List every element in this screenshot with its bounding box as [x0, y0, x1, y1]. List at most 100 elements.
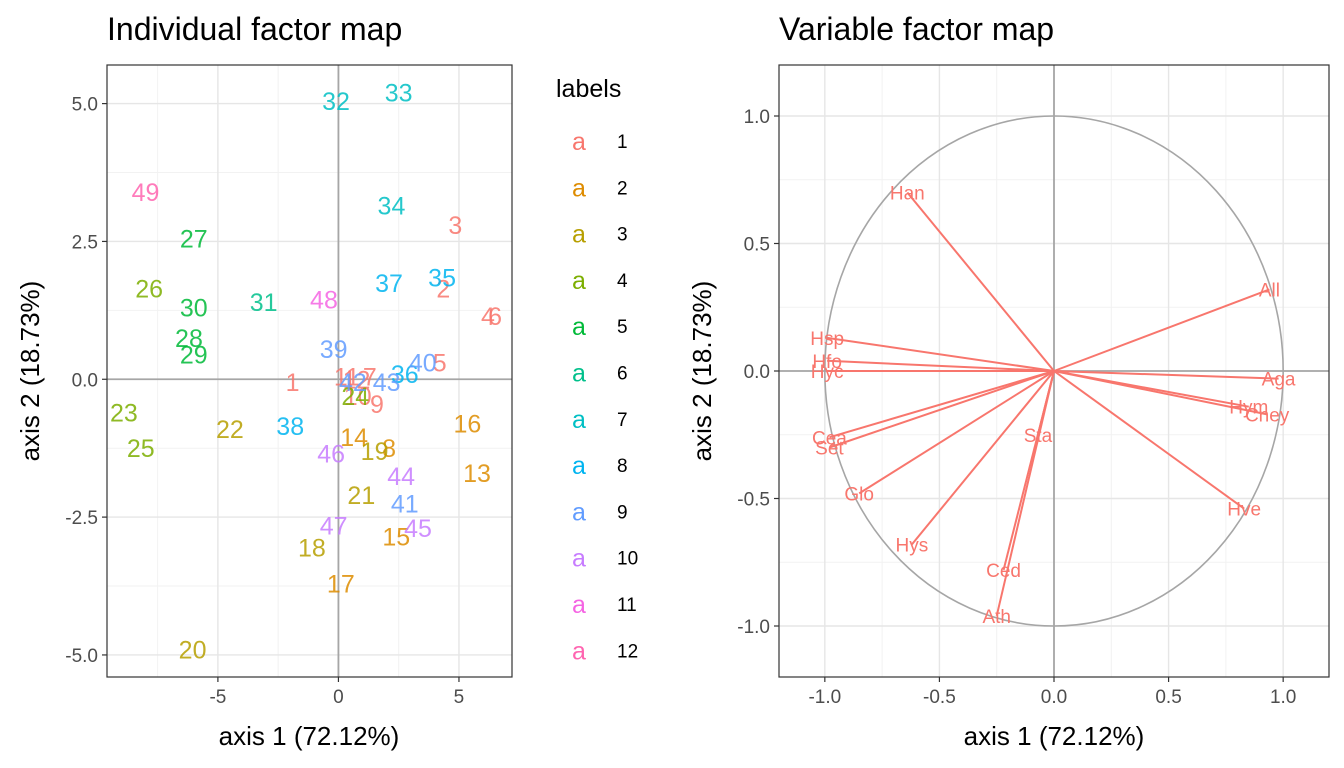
variable-label: Hyc	[811, 362, 844, 383]
individual-map-panel-border	[106, 64, 513, 678]
individual-point-label: 42	[339, 369, 367, 397]
variable-map-x-tick-label: 1.0	[1270, 687, 1296, 708]
individual-point-label: 27	[180, 226, 208, 254]
individual-point-label: 39	[320, 336, 348, 364]
variable-map-x-axis-title: axis 1 (72.12%)	[964, 721, 1145, 751]
individual-map-x-axis-title: axis 1 (72.12%)	[219, 721, 400, 751]
individual-point-label: 16	[453, 410, 481, 438]
variable-label: Cea	[812, 428, 847, 449]
individual-map-y-tick-label: -2.5	[65, 508, 98, 529]
individual-point-label: 17	[327, 570, 355, 598]
legend-entry-label: 6	[617, 364, 628, 385]
variable-label: Han	[890, 184, 925, 205]
legend-entry-label: 11	[617, 595, 637, 616]
variable-label: All	[1259, 280, 1280, 301]
legend-key-glyph: a	[572, 267, 586, 295]
variable-map-title: Variable factor map	[779, 11, 1054, 47]
legend-entry-label: 10	[617, 549, 638, 570]
variable-arrow	[1053, 288, 1270, 372]
legend-key-glyph: a	[572, 313, 586, 341]
individual-point-label: 37	[375, 270, 403, 298]
legend-key-glyph: a	[572, 637, 586, 665]
legend-entries: a 1 a 2 a 3 a 4 a 5 a 6 a 7 a 8 a 9 a 10 a 11 a 12	[572, 128, 638, 665]
variable-map-ticks: -1.0 -0.5 0.0 0.5 1.0 -1.0 -0.5 0.0 0.5 1.0	[737, 107, 1296, 708]
variable-arrow	[829, 370, 1055, 439]
variable-label: Hve	[1227, 500, 1261, 521]
variable-label: Hfo	[812, 352, 842, 373]
individual-point-label: 43	[373, 369, 401, 397]
individual-point-label: 19	[361, 438, 389, 466]
legend-key-glyph: a	[572, 360, 586, 388]
legend-key-glyph: a	[572, 174, 586, 202]
individual-map-ticks: -5 0 5 -5.0 -2.5 0.0 2.5 5.0	[65, 95, 464, 708]
individual-map-y-axis-title: axis 2 (18.73%)	[15, 281, 45, 462]
legend-entry-label: 1	[617, 132, 628, 153]
individual-point-label: 44	[387, 463, 415, 491]
individual-point-label: 21	[347, 482, 375, 510]
individual-point-label: 1	[286, 369, 300, 397]
variable-map-x-tick-label: -1.0	[808, 687, 841, 708]
individual-point-label: 8	[382, 435, 396, 463]
variable-arrow	[858, 370, 1055, 495]
individual-point-label: 2	[436, 275, 450, 303]
legend-entry-label: 5	[617, 317, 628, 338]
variable-map-x-tick-label: 0.5	[1155, 687, 1181, 708]
individual-point-label: 7	[363, 364, 377, 392]
variable-label: Glo	[844, 484, 874, 505]
legend-entry-label: 9	[617, 502, 628, 523]
variable-label: Aga	[1262, 370, 1296, 391]
individual-point-label: 14	[340, 424, 368, 452]
legend-key-glyph: a	[572, 128, 586, 156]
individual-map-gridlines	[107, 65, 512, 677]
individual-point-label: 47	[320, 512, 348, 540]
legend-key-glyph: a	[572, 545, 586, 573]
individual-point-label: 15	[382, 523, 410, 551]
individual-point-label: 38	[276, 413, 304, 441]
individual-point-label: 13	[463, 460, 491, 488]
individual-point-label: 31	[250, 289, 278, 317]
variable-map-y-tick-label: 0.0	[744, 362, 770, 383]
variable-label: Sta	[1024, 426, 1053, 447]
variable-label: Cney	[1245, 405, 1290, 426]
individual-map-y-tick-label: 5.0	[72, 95, 98, 116]
individual-point-label: 34	[378, 193, 406, 221]
individual-point-label: 9	[370, 391, 384, 419]
variable-label: Hys	[896, 535, 929, 556]
individual-point-label: 30	[180, 295, 208, 323]
legend-entry-label: 12	[617, 641, 638, 662]
individual-map-y-tick-label: 2.5	[72, 232, 98, 253]
variable-label: Hym	[1229, 398, 1268, 419]
individual-point-label: 25	[127, 435, 155, 463]
individual-map-title: Individual factor map	[107, 11, 402, 47]
individual-point-label: 48	[310, 286, 338, 314]
variable-arrow	[829, 370, 1055, 449]
variable-arrow	[906, 191, 1055, 372]
individual-point-label: 32	[322, 88, 350, 116]
variable-arrow	[1053, 370, 1268, 416]
variable-map-x-tick-label: 0.0	[1041, 687, 1067, 708]
variable-map-x-tick-label: -0.5	[923, 687, 956, 708]
variable-arrow	[1053, 370, 1245, 510]
legend-entry-label: 7	[617, 410, 628, 431]
legend-entry-label: 8	[617, 456, 628, 477]
individual-point-label: 35	[428, 264, 456, 292]
legend-key-glyph: a	[572, 498, 586, 526]
individual-point-label: 10	[344, 383, 372, 411]
variable-map-y-tick-label: 1.0	[744, 107, 770, 128]
individual-point-label: 22	[216, 416, 244, 444]
legend-key-glyph: a	[572, 221, 586, 249]
variable-arrow	[827, 359, 1055, 372]
individual-map-x-tick-label: 5	[454, 687, 465, 708]
individual-point-label: 33	[385, 80, 413, 108]
individual-map-point-labels: 1234567891011121314151617181920212223242…	[110, 80, 502, 665]
individual-point-label: 41	[391, 490, 419, 518]
legend-title: labels	[556, 75, 621, 103]
individual-point-label: 28	[175, 325, 203, 353]
individual-point-label: 24	[341, 383, 369, 411]
individual-map-x-tick-label: 0	[333, 687, 344, 708]
individual-map-x-tick-label: -5	[209, 687, 226, 708]
variable-arrows	[826, 191, 1279, 617]
correlation-circle	[824, 115, 1284, 627]
variable-label: Set	[815, 439, 844, 460]
